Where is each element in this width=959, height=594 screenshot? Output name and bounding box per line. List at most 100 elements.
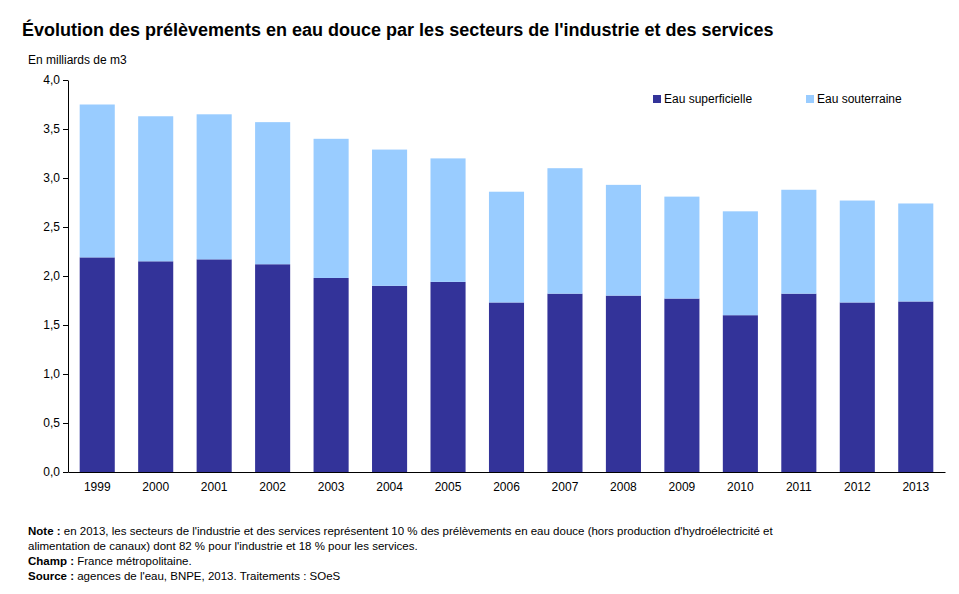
bar xyxy=(314,139,349,278)
note: alimentation de canaux) dont 82 % pour l… xyxy=(28,540,418,552)
note-label: Champ : xyxy=(28,555,74,567)
tick-label: 2010 xyxy=(727,480,754,494)
tick-label: 1999 xyxy=(84,480,111,494)
bar xyxy=(547,294,582,472)
tick-mark xyxy=(63,374,68,375)
tick: 2010 xyxy=(727,472,754,494)
bar xyxy=(547,168,582,293)
tick: 2002 xyxy=(259,472,286,494)
tick-label: 3,0 xyxy=(43,171,60,185)
tick-mark xyxy=(63,472,68,473)
tick-label: 2012 xyxy=(844,480,871,494)
tick-label: 1,5 xyxy=(43,318,60,332)
bar xyxy=(255,264,290,472)
tick-label: 2,0 xyxy=(43,269,60,283)
plot: 0,0 0,5 1,0 1,5 2,0 2,5 3,0 3,5 4,0 1999 2000 2001 2… xyxy=(43,73,945,493)
bar xyxy=(898,203,933,301)
tick-mark xyxy=(63,325,68,326)
note: Note : en 2013, les secteurs de l'indust… xyxy=(28,525,773,537)
tick: 1,0 xyxy=(43,367,68,381)
tick-mark xyxy=(63,227,68,228)
bar xyxy=(80,105,115,258)
bar xyxy=(314,278,349,472)
bar xyxy=(255,122,290,264)
bar xyxy=(781,190,816,294)
bar xyxy=(664,299,699,472)
tick-label: 0,5 xyxy=(43,416,60,430)
bar xyxy=(781,294,816,472)
tick: 2,5 xyxy=(43,220,68,234)
bar xyxy=(840,201,875,303)
tick: 2,0 xyxy=(43,269,68,283)
bar xyxy=(197,259,232,472)
note-label: Source : xyxy=(28,570,74,582)
bar xyxy=(840,302,875,472)
tick: 2005 xyxy=(435,472,462,494)
chart: Évolution des prélèvements en eau douce … xyxy=(0,0,959,594)
tick-label: 2006 xyxy=(493,480,520,494)
bar xyxy=(723,315,758,472)
tick: 1,5 xyxy=(43,318,68,332)
tick: 2013 xyxy=(902,472,929,494)
bar xyxy=(489,302,524,472)
bar xyxy=(489,192,524,303)
title: Évolution des prélèvements en eau douce … xyxy=(22,19,774,40)
tick: 2003 xyxy=(318,472,345,494)
tick: 2012 xyxy=(844,472,871,494)
tick-label: 2005 xyxy=(435,480,462,494)
tick-mark xyxy=(63,129,68,130)
tick-label: 2000 xyxy=(142,480,169,494)
tick-label: 2004 xyxy=(376,480,403,494)
axis-line xyxy=(68,81,69,473)
tick: 1999 xyxy=(84,472,111,494)
bar xyxy=(372,286,407,472)
series xyxy=(80,105,934,316)
tick-label: 0,0 xyxy=(43,465,60,479)
tick: 3,0 xyxy=(43,171,68,185)
tick-mark xyxy=(63,423,68,424)
x-axis: 1999 2000 2001 2002 2003 2004 2005 2006 2007 2008… xyxy=(69,472,946,494)
tick-label: 4,0 xyxy=(43,73,60,87)
tick-mark xyxy=(63,178,68,179)
bars xyxy=(80,105,934,473)
note-text: alimentation de canaux) dont 82 % pour l… xyxy=(28,540,418,552)
tick-label: 2001 xyxy=(201,480,228,494)
legend-label: Eau souterraine xyxy=(817,92,902,106)
tick: 0,5 xyxy=(43,416,68,430)
tick: 4,0 xyxy=(43,73,68,87)
bar xyxy=(430,282,465,472)
bar xyxy=(138,116,173,261)
tick-label: 2,5 xyxy=(43,220,60,234)
tick-mark xyxy=(63,276,68,277)
note-label: Note : xyxy=(28,525,61,537)
tick-label: 2002 xyxy=(259,480,286,494)
tick: 2009 xyxy=(669,472,696,494)
tick: 2006 xyxy=(493,472,520,494)
bar xyxy=(723,211,758,315)
tick-label: 1,0 xyxy=(43,367,60,381)
bar xyxy=(664,197,699,299)
legend-label: Eau superficielle xyxy=(664,92,752,106)
bar xyxy=(606,296,641,472)
tick-mark xyxy=(63,80,68,81)
note: Champ : France métropolitaine. xyxy=(28,555,192,567)
note-text: en 2013, les secteurs de l'industrie et … xyxy=(64,525,774,537)
bar xyxy=(80,257,115,472)
bar xyxy=(430,158,465,281)
tick-label: 2008 xyxy=(610,480,637,494)
legend-swatch xyxy=(806,95,814,103)
bar xyxy=(197,114,232,259)
bar xyxy=(372,150,407,286)
note: Source : agences de l'eau, BNPE, 2013. T… xyxy=(28,570,341,582)
tick: 3,5 xyxy=(43,122,68,136)
bar xyxy=(606,185,641,296)
tick-label: 2009 xyxy=(669,480,696,494)
y-axis-label: En milliards de m3 xyxy=(28,53,127,67)
tick: 0,0 xyxy=(43,465,68,479)
tick: 2011 xyxy=(786,472,812,494)
tick: 2007 xyxy=(552,472,579,494)
bar xyxy=(138,261,173,472)
legend: Eau superficielle Eau souterraine xyxy=(653,92,902,106)
tick-label: 2013 xyxy=(902,480,929,494)
tick-label: 2011 xyxy=(786,480,812,494)
